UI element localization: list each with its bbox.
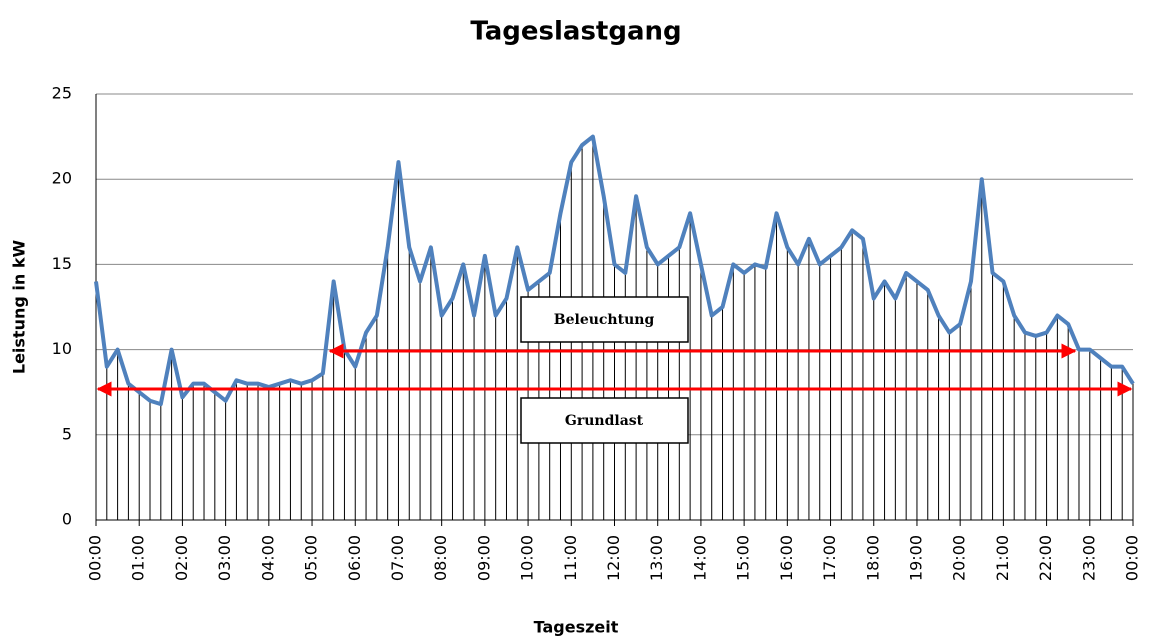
x-tick-label: 13:00 <box>647 535 666 581</box>
x-tick-label: 00:00 <box>86 535 105 581</box>
x-tick-label: 07:00 <box>388 535 407 581</box>
y-axis-label: Leistung in kW <box>10 240 29 375</box>
y-tick-label: 25 <box>52 84 72 103</box>
x-axis-label: Tageszeit <box>534 618 619 637</box>
y-tick-label: 10 <box>52 339 72 358</box>
annotation-box <box>520 296 689 343</box>
annotation: Beleuchtung <box>554 312 655 328</box>
x-tick-label: 08:00 <box>431 535 450 581</box>
y-tick-label: 15 <box>52 254 72 273</box>
x-tick-label: 10:00 <box>518 535 537 581</box>
x-tick-label: 17:00 <box>820 535 839 581</box>
x-tick-label: 19:00 <box>906 535 925 581</box>
x-tick-label: 03:00 <box>215 535 234 581</box>
chart-title: Tageslastgang <box>470 17 681 47</box>
x-tick-label: 12:00 <box>604 535 623 581</box>
y-tick-label: 0 <box>62 510 72 529</box>
x-tick-label: 21:00 <box>993 535 1012 581</box>
x-tick-label: 11:00 <box>561 535 580 581</box>
x-tick-label: 05:00 <box>302 535 321 581</box>
x-tick-label: 09:00 <box>474 535 493 581</box>
x-tick-label: 04:00 <box>258 535 277 581</box>
x-tick-label: 02:00 <box>172 535 191 581</box>
x-tick-label: 16:00 <box>777 535 796 581</box>
x-tick-label: 00:00 <box>1123 535 1142 581</box>
x-tick-label: 14:00 <box>690 535 709 581</box>
y-tick-label: 20 <box>52 169 72 188</box>
x-tick-label: 23:00 <box>1079 535 1098 581</box>
x-tick-label: 06:00 <box>345 535 364 581</box>
annotation-box <box>520 397 689 444</box>
x-tick-label: 15:00 <box>734 535 753 581</box>
y-tick-label: 5 <box>62 424 72 443</box>
x-tick-label: 01:00 <box>129 535 148 581</box>
x-tick-label: 22:00 <box>1036 535 1055 581</box>
annotation: Grundlast <box>565 413 644 429</box>
x-tick-label: 20:00 <box>950 535 969 581</box>
x-tick-label: 18:00 <box>863 535 882 581</box>
